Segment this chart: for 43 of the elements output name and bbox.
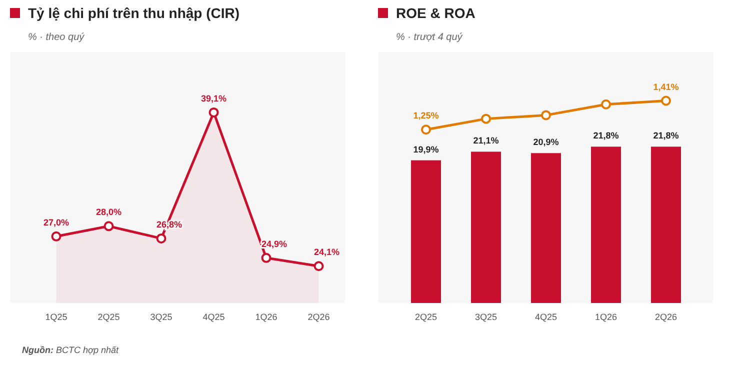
point (601, 99, 611, 110)
x-tick-label: 1Q25 (45, 312, 68, 322)
data-label: 21,8% (653, 130, 679, 141)
point (208, 107, 219, 118)
bar (591, 146, 621, 303)
x-tick-label: 1Q26 (255, 312, 278, 322)
bar (651, 146, 681, 303)
chart-title: Tỷ lệ chi phí trên thu nhập (CIR) (28, 5, 240, 21)
data-label: 28,0% (96, 207, 122, 218)
text: Nguồn: BCTC hợp nhất (22, 345, 119, 355)
chart-title: ROE & ROA (396, 5, 476, 21)
x-tick-label: 1Q26 (594, 312, 618, 322)
data-label: 1,25% (413, 110, 439, 121)
data-label: 19,9% (413, 144, 439, 154)
x-tick-label: 2Q26 (308, 312, 330, 322)
x-tick-label: 4Q25 (202, 312, 225, 322)
bar (531, 153, 561, 303)
data-label: 27,0% (43, 217, 70, 228)
x-tick-label: 3Q25 (474, 312, 498, 322)
point (261, 252, 272, 263)
data-label: 39,1% (200, 93, 227, 104)
data-label: 21,8% (593, 130, 619, 141)
data-label: 21,1% (473, 136, 499, 146)
chart-subtitle: % · theo quý (28, 32, 86, 43)
bar (471, 152, 501, 303)
chart-subtitle: % · trượt 4 quý (396, 32, 464, 43)
x-tick-label: 2Q25 (414, 312, 438, 322)
point (314, 261, 324, 272)
point (541, 110, 551, 120)
data-label: 24,1% (314, 247, 340, 258)
x-tick-label: 3Q25 (150, 312, 172, 322)
point (661, 96, 671, 106)
point (421, 124, 431, 135)
point (156, 233, 166, 244)
x-tick-label: 2Q25 (98, 312, 120, 322)
data-label: 1,41% (653, 82, 679, 92)
point (51, 231, 62, 242)
bar (411, 160, 441, 303)
point (104, 221, 114, 232)
point (481, 114, 491, 124)
x-tick-label: 2Q26 (654, 312, 678, 322)
x-tick-label: 4Q25 (534, 312, 558, 322)
data-label: 20,9% (533, 137, 559, 148)
